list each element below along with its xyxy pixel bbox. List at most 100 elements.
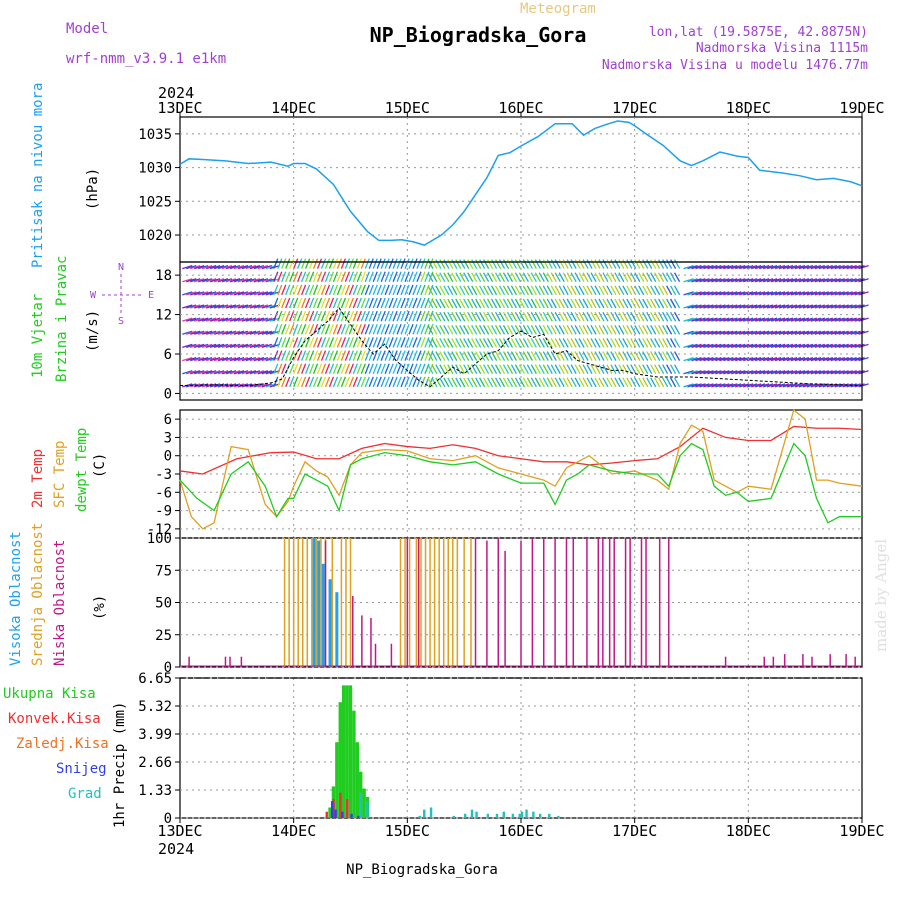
wind-barb xyxy=(794,291,806,296)
wind-barb xyxy=(332,350,339,361)
wind-barb xyxy=(241,264,253,270)
wind-barb xyxy=(594,298,601,309)
wind-barb xyxy=(735,370,746,375)
wind-barb xyxy=(727,304,738,309)
cloud-bar xyxy=(433,538,436,667)
wind-barb xyxy=(703,370,714,375)
wind-barb xyxy=(435,377,442,388)
wind-barb xyxy=(412,284,418,296)
wind-barb xyxy=(802,343,814,349)
wind-barb xyxy=(304,271,311,282)
wind-barb xyxy=(427,272,434,283)
wind-barb xyxy=(261,330,273,335)
wind-barb xyxy=(747,383,758,388)
wind-barb xyxy=(530,351,537,361)
wind-barb xyxy=(217,370,229,375)
wind-barb xyxy=(650,351,657,361)
wind-barb xyxy=(245,370,257,375)
wind-barb xyxy=(650,364,657,375)
wind-barb xyxy=(806,330,818,335)
lonlat-text: lon,lat (19.5875E, 42.8875N) xyxy=(649,25,868,40)
precip-frame xyxy=(179,677,863,819)
wind-barb xyxy=(190,278,201,283)
wind-barb xyxy=(237,278,249,283)
wind-barb xyxy=(475,364,482,375)
wind-barb xyxy=(502,298,510,309)
wind-barb xyxy=(610,272,617,283)
wind-barb xyxy=(364,284,370,296)
wind-barb xyxy=(691,304,702,309)
wind-barb xyxy=(598,377,605,388)
wind-barb xyxy=(646,338,653,348)
wind-barb xyxy=(443,364,450,375)
wind-barb xyxy=(285,350,291,361)
wind-barb xyxy=(205,370,217,375)
wind-barb xyxy=(273,363,279,374)
precip-ytick-label: 2.66 xyxy=(138,755,172,771)
wind-barb xyxy=(289,271,295,282)
wind-barb xyxy=(439,285,446,296)
wind-barb xyxy=(719,278,730,283)
wind-barb xyxy=(566,364,573,375)
wind-barb xyxy=(360,350,366,361)
wind-barb xyxy=(574,285,581,296)
model-name: wrf-nmm_v3.9.1 e1km xyxy=(66,51,226,67)
wind-barb xyxy=(606,364,613,375)
wind-barb xyxy=(810,291,822,296)
wind-barb xyxy=(699,343,710,349)
wind-barb xyxy=(487,272,494,283)
wind-barb xyxy=(758,356,770,362)
wind-barb xyxy=(658,364,665,375)
wind-barb xyxy=(257,330,269,335)
wind-barb xyxy=(221,330,233,335)
wind-barb xyxy=(439,324,446,335)
wind-barb xyxy=(459,311,466,322)
wind-barb xyxy=(834,317,845,322)
cloud-bar xyxy=(240,656,243,667)
wind-barb xyxy=(281,376,287,388)
wind-barb xyxy=(802,383,814,388)
wind-barb xyxy=(522,259,529,269)
wind-barb xyxy=(830,383,841,388)
wind-barb xyxy=(332,337,339,348)
wind-barb xyxy=(530,259,537,269)
wind-barb xyxy=(707,356,718,362)
wind-barb xyxy=(566,272,573,283)
wind-barb xyxy=(594,259,601,269)
wind-barb xyxy=(546,285,553,296)
wind-barb xyxy=(743,343,754,349)
wind-barb xyxy=(562,272,569,283)
wind-barb xyxy=(654,259,661,269)
x-tick-label-top: 19DEC xyxy=(839,99,884,117)
wind-barb xyxy=(416,284,422,296)
wind-barb xyxy=(253,291,265,296)
wind-barb xyxy=(408,297,414,309)
wind-barb xyxy=(273,310,279,322)
cloud-bar xyxy=(399,538,402,667)
wind-barb xyxy=(854,264,865,270)
wind-barb xyxy=(602,259,609,269)
wind-barb xyxy=(691,356,702,362)
wind-barb xyxy=(826,278,837,283)
wind-barb xyxy=(392,284,398,296)
wind-barb xyxy=(514,259,521,269)
wind-barb xyxy=(285,297,291,309)
wind-barb xyxy=(372,310,378,322)
wind-barb xyxy=(654,351,661,361)
wind-barb xyxy=(209,291,221,296)
wind-barb xyxy=(602,377,609,388)
wind-barb xyxy=(727,383,738,388)
wind-barb xyxy=(368,324,374,335)
wind-barb xyxy=(530,377,537,388)
wind-barb xyxy=(794,383,806,388)
wind-barb xyxy=(340,350,347,361)
precip-bar xyxy=(341,685,346,818)
precip-ytick-label: 1.33 xyxy=(138,783,172,799)
wind-barb xyxy=(834,291,845,296)
precip-bar xyxy=(348,685,353,818)
temp-line-1 xyxy=(179,408,863,530)
wind-barb xyxy=(778,330,790,335)
wind-barb xyxy=(646,259,653,269)
wind-barb xyxy=(352,337,358,348)
